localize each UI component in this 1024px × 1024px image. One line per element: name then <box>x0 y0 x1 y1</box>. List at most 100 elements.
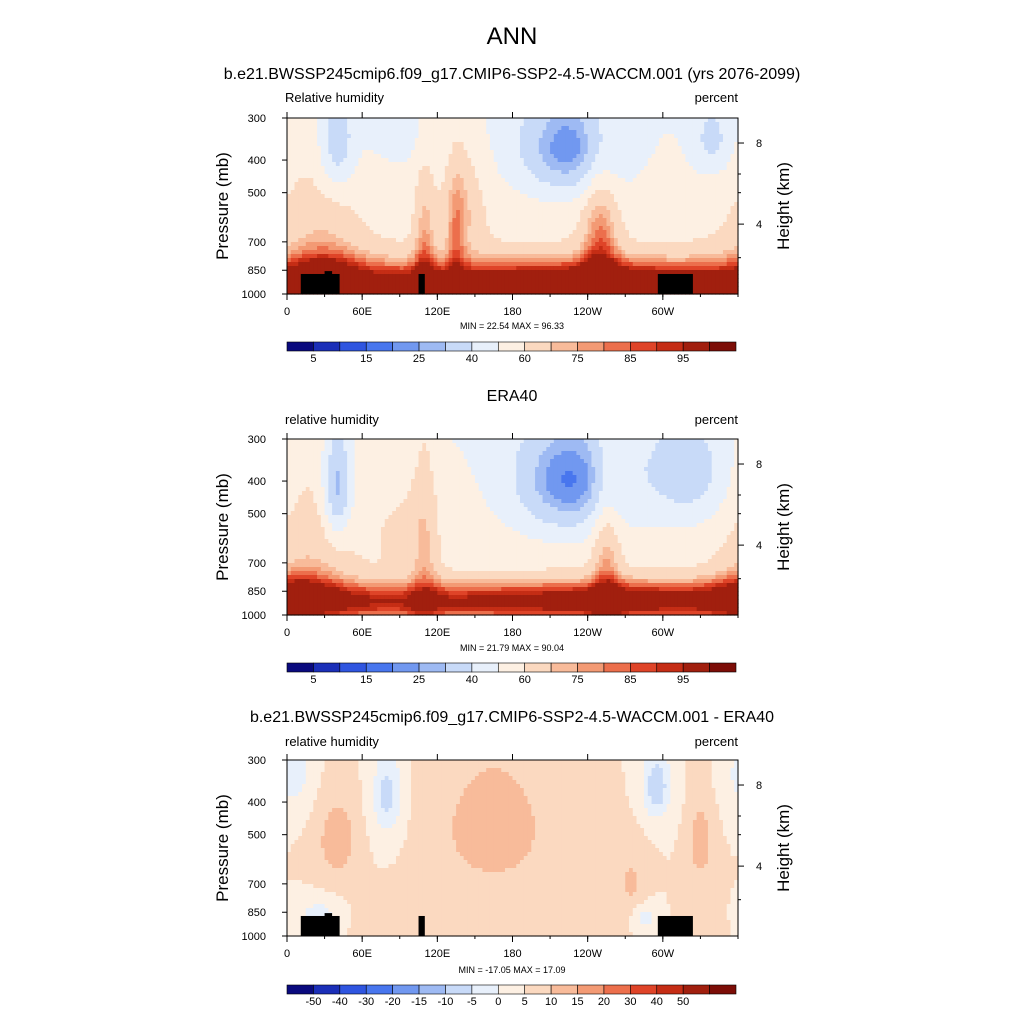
contour-cell <box>546 150 551 155</box>
contour-cell <box>407 222 412 227</box>
contour-cell <box>576 266 581 271</box>
contour-cell <box>523 242 529 247</box>
contour-cell <box>392 126 397 131</box>
contour-cell <box>719 142 724 147</box>
contour-cell <box>452 122 457 127</box>
contour-cell <box>700 254 705 259</box>
contour-cell <box>516 162 521 167</box>
contour-cell <box>576 166 581 171</box>
contour-cell <box>595 202 600 207</box>
contour-cell <box>395 150 401 155</box>
contour-cell <box>444 190 450 195</box>
contour-cell <box>501 138 506 143</box>
contour-cell <box>377 226 382 231</box>
contour-cell <box>535 138 540 143</box>
contour-cell <box>478 170 484 175</box>
contour-cell <box>606 170 611 175</box>
contour-cell <box>651 258 656 263</box>
contour-cell <box>632 150 638 155</box>
contour-cell <box>602 178 608 183</box>
contour-cell <box>662 266 668 271</box>
contour-cell <box>546 206 551 211</box>
contour-cell <box>659 234 664 239</box>
contour-cell <box>350 270 356 275</box>
contour-cell <box>542 130 547 135</box>
contour-cell <box>730 214 735 219</box>
contour-cell <box>422 254 427 259</box>
contour-cell <box>373 138 378 143</box>
contour-cell <box>489 242 495 247</box>
contour-cell <box>332 198 337 203</box>
contour-cell <box>647 174 653 179</box>
contour-cell <box>512 254 517 259</box>
contour-cell <box>309 138 314 143</box>
contour-cell <box>734 174 739 179</box>
contour-cell <box>722 194 728 199</box>
contour-cell <box>411 238 416 243</box>
contour-cell <box>583 186 589 191</box>
contour-cell <box>666 146 671 151</box>
contour-cell <box>565 234 570 239</box>
contour-cell <box>362 210 367 215</box>
contour-cell <box>474 198 480 203</box>
contour-cell <box>636 270 641 275</box>
contour-cell <box>636 194 641 199</box>
contour-cell <box>610 174 615 179</box>
contour-cell <box>591 118 596 123</box>
contour-cell <box>681 266 686 271</box>
contour-cell <box>644 198 649 203</box>
contour-cell <box>610 146 615 151</box>
contour-cell <box>298 154 303 159</box>
contour-cell <box>508 230 514 235</box>
contour-cell <box>550 234 555 239</box>
contour-cell <box>715 242 720 247</box>
contour-cell <box>580 182 585 187</box>
contour-cell <box>726 190 732 195</box>
contour-cell <box>535 134 540 139</box>
contour-cell <box>343 234 348 239</box>
contour-cell <box>380 190 386 195</box>
contour-cell <box>350 210 356 215</box>
contour-cell <box>572 210 577 215</box>
contour-cell <box>726 158 732 163</box>
contour-cell <box>553 258 559 263</box>
contour-cell <box>474 266 480 271</box>
contour-cell <box>734 182 739 187</box>
contour-cell <box>621 186 626 191</box>
contour-cell <box>332 254 337 259</box>
contour-cell <box>407 198 412 203</box>
contour-cell <box>471 154 476 159</box>
contour-cell <box>380 154 386 159</box>
contour-cell <box>373 210 378 215</box>
contour-cell <box>339 254 344 259</box>
contour-cell <box>508 198 514 203</box>
contour-cell <box>520 270 525 275</box>
contour-cell <box>538 126 544 131</box>
contour-cell <box>493 234 499 239</box>
contour-cell <box>711 278 717 283</box>
contour-cell <box>305 154 311 159</box>
contour-cell <box>362 174 367 179</box>
contour-cell <box>463 178 468 183</box>
contour-cell <box>595 194 600 199</box>
contour-cell <box>561 258 566 263</box>
contour-cell <box>482 126 487 131</box>
contour-cell <box>508 250 514 255</box>
contour-cell <box>354 214 360 219</box>
contour-cell <box>365 190 371 195</box>
contour-cell <box>704 194 709 199</box>
contour-cell <box>610 254 615 259</box>
contour-cell <box>523 170 529 175</box>
contour-cell <box>674 170 679 175</box>
contour-cell <box>538 158 544 163</box>
contour-cell <box>497 226 502 231</box>
contour-cell <box>287 162 292 167</box>
contour-cell <box>486 198 491 203</box>
contour-cell <box>474 178 480 183</box>
contour-cell <box>294 270 299 275</box>
contour-cell <box>320 190 326 195</box>
contour-cell <box>576 218 581 223</box>
contour-cell <box>380 130 386 135</box>
contour-cell <box>407 234 412 239</box>
contour-cell <box>350 242 356 247</box>
